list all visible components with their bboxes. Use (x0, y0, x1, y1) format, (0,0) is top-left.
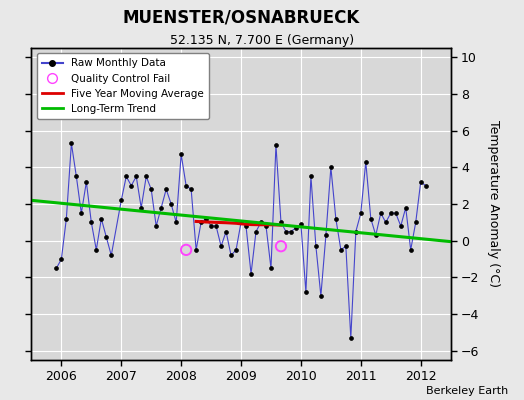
Point (182, 247, 190, 253)
Title: MUENSTER/OSNABRUECK: MUENSTER/OSNABRUECK (123, 9, 359, 27)
Legend: Raw Monthly Data, Quality Control Fail, Five Year Moving Average, Long-Term Tren: Raw Monthly Data, Quality Control Fail, … (37, 53, 209, 119)
Text: 52.135 N, 7.700 E (Germany): 52.135 N, 7.700 E (Germany) (170, 34, 354, 47)
Y-axis label: Temperature Anomaly (°C): Temperature Anomaly (°C) (487, 120, 500, 288)
Point (277, 243, 285, 250)
Text: Berkeley Earth: Berkeley Earth (426, 386, 508, 396)
